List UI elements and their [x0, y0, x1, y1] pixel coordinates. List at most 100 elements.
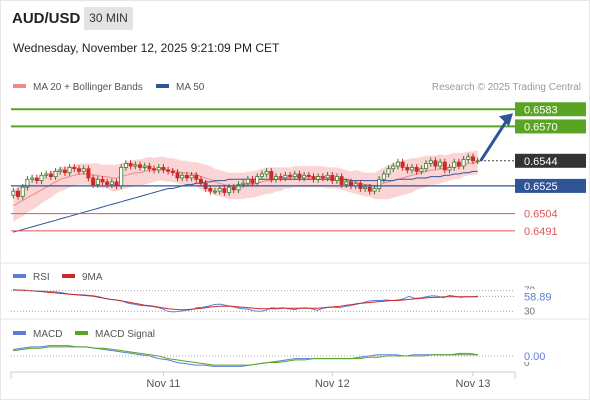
candle-body — [30, 177, 35, 180]
candle-body — [372, 188, 377, 192]
candle-body — [456, 161, 461, 167]
candle-body — [161, 166, 166, 171]
candle-body — [316, 176, 321, 180]
candle-body — [255, 176, 260, 184]
candle-body — [77, 168, 82, 172]
candle-body — [428, 160, 433, 164]
legend-swatch-1 — [156, 84, 169, 88]
candle-body — [44, 173, 49, 176]
x-tick-label-2: Nov 13 — [456, 378, 491, 390]
candle-body — [58, 169, 63, 172]
symbol-title: AUD/USD — [12, 10, 81, 27]
rsi-value-bg — [518, 289, 560, 304]
candle-body — [217, 188, 222, 192]
candle-body — [470, 156, 475, 162]
candle-body — [208, 188, 213, 192]
panel1-series-1 — [13, 289, 478, 311]
candle-body — [133, 164, 138, 167]
candle-body — [330, 174, 335, 182]
candle-body — [344, 181, 349, 185]
x-tick-label-1: Nov 12 — [315, 378, 350, 390]
candle-body — [105, 181, 110, 185]
candle-body — [363, 186, 368, 189]
rsi-tick-30: 30 — [524, 306, 536, 317]
candle-body — [142, 165, 147, 168]
x-tick-label-0: Nov 11 — [146, 378, 180, 390]
timeframe-badge[interactable]: 30 MIN — [84, 7, 133, 30]
level-label-0.6570: 0.6570 — [524, 121, 558, 133]
candle-body — [39, 174, 44, 182]
candle-body — [147, 165, 152, 170]
candle-body — [62, 169, 67, 173]
macd-value-bg — [518, 349, 558, 362]
level-label-0.6491: 0.6491 — [524, 226, 558, 238]
level-box-0.6544 — [515, 153, 586, 168]
candle-body — [433, 160, 438, 167]
candle-body — [236, 184, 241, 191]
candle-body — [395, 161, 400, 167]
level-box-0.6525 — [515, 178, 586, 193]
candle-body — [128, 162, 133, 167]
candle-body — [325, 174, 330, 179]
candle-body — [189, 174, 194, 179]
level-box-0.6570 — [515, 119, 586, 134]
macd-tick-0: 0 — [524, 358, 530, 369]
candle-body — [475, 160, 480, 163]
candle-body — [86, 168, 91, 179]
candle-body — [95, 178, 100, 186]
panel2-legend-label-1: MACD Signal — [95, 329, 155, 340]
candle-body — [11, 190, 16, 196]
level-label-0.6583: 0.6583 — [524, 104, 558, 116]
candle-body — [292, 173, 297, 177]
candle-body — [288, 174, 293, 178]
panel2-legend-swatch-1 — [75, 331, 88, 335]
candle-body — [442, 161, 447, 171]
candle-body — [264, 170, 269, 175]
copyright-label: Research © 2025 Trading Central — [432, 82, 581, 93]
candle-body — [414, 166, 419, 172]
candle-body — [175, 172, 180, 179]
candle-body — [48, 173, 53, 177]
candle-body — [466, 156, 471, 160]
candle-body — [409, 166, 414, 171]
candle-body — [381, 173, 386, 180]
candle-body — [447, 166, 452, 171]
candle-body — [405, 166, 410, 171]
candle-body — [334, 176, 339, 182]
candle-body — [53, 170, 58, 178]
candle-body — [67, 166, 72, 174]
candle-body — [227, 186, 232, 193]
candle-body — [119, 166, 124, 187]
candle-body — [212, 190, 217, 193]
level-box-0.6583 — [515, 102, 586, 117]
candle-body — [419, 168, 424, 172]
ma50-line — [13, 170, 478, 233]
candle-body — [123, 162, 128, 168]
candle-body — [302, 174, 307, 179]
level-label-0.6504: 0.6504 — [524, 209, 558, 221]
candle-body — [311, 176, 316, 180]
level-label-0.6544: 0.6544 — [524, 156, 558, 168]
candle-body — [137, 164, 142, 168]
candle-body — [198, 178, 203, 184]
candle-body — [424, 162, 429, 170]
candle-body — [259, 173, 264, 177]
candle-body — [15, 190, 20, 197]
candle-body — [438, 161, 443, 167]
legend-label-0: MA 20 + Bollinger Bands — [33, 82, 143, 93]
candle-body — [81, 168, 86, 172]
rsi-value-label: 58.89 — [524, 291, 552, 303]
candle-body — [377, 178, 382, 190]
candle-body — [339, 176, 344, 185]
panel1-legend-label-1: 9MA — [82, 272, 103, 283]
candle-body — [25, 178, 30, 188]
candle-body — [170, 170, 175, 174]
forecast-arrow-shaft — [479, 119, 509, 162]
candle-body — [231, 186, 236, 191]
candle-body — [20, 186, 25, 197]
ma20-line — [13, 161, 478, 207]
candle-body — [306, 174, 311, 178]
datetime-label: Wednesday, November 12, 2025 9:21:09 PM … — [13, 41, 280, 55]
candle-body — [241, 182, 246, 186]
panel2-legend-label-0: MACD — [33, 329, 62, 340]
